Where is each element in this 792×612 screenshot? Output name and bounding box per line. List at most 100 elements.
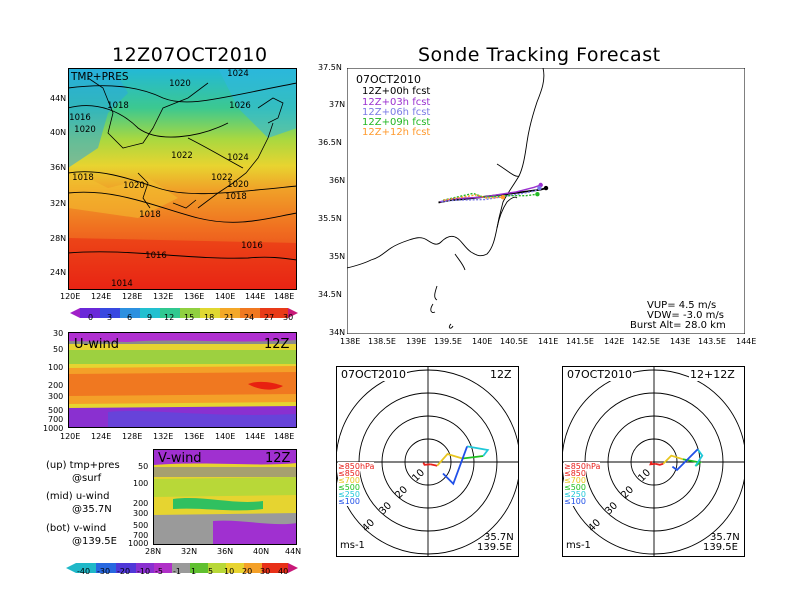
hodo-level-legend: ≤500: [564, 483, 586, 492]
isobar-label: 1016: [145, 251, 167, 261]
colorbar-tick: -5: [155, 567, 163, 576]
lon-tick: 142E: [604, 337, 625, 346]
colorbar-tick: -40: [77, 567, 91, 576]
isobar-label: 1016: [69, 113, 91, 123]
lat-tick: 28N: [50, 234, 67, 243]
track-end-point: [537, 185, 542, 191]
colorbar-tick: -10: [137, 567, 151, 576]
track-line-3: [443, 192, 538, 201]
p-tick: 300: [48, 392, 64, 401]
track-end-point: [535, 192, 540, 197]
hodo-level-legend: ≥850hPa: [564, 462, 601, 471]
vdw-readout: VDW= -3.0 m/s: [647, 310, 724, 321]
hodo-level-legend: ≤700: [338, 476, 360, 485]
lon-tick: 140E: [472, 337, 493, 346]
isobar-label: 1022: [211, 173, 233, 183]
colorbar-tick: -1: [173, 567, 181, 576]
isobar-label: 1024: [227, 69, 249, 79]
lat-tick: 34.5N: [318, 290, 342, 299]
hodo-level-legend: ≤100: [338, 497, 360, 506]
fcst-legend-09h: 12Z+09h fcst: [362, 117, 431, 128]
hodo-segment: [466, 445, 490, 457]
p-tick: 1000: [128, 539, 149, 548]
legend-note-mid-level: @35.7N: [72, 504, 112, 515]
hodo-level-legend: ≤500: [338, 483, 360, 492]
isobar-label: 1026: [229, 101, 251, 111]
legend-note-up: (up) tmp+pres: [46, 460, 120, 471]
temperature-colorbar: [70, 303, 298, 318]
vup-readout: VUP= 4.5 m/s: [647, 300, 717, 311]
lat-tick: 37.5N: [318, 63, 342, 72]
isobar-label: 1018: [139, 210, 161, 220]
fcst-legend-00h: 12Z+00h fcst: [362, 86, 431, 97]
hodo-lat: 35.7N: [710, 532, 740, 543]
colorbar-tick: 9: [147, 313, 153, 322]
hodo-date: 07OCT2010: [566, 368, 634, 381]
isobar-label: 1018: [107, 101, 129, 111]
colorbar-tick: 30: [283, 313, 294, 322]
colorbar-tick: 27: [264, 313, 275, 322]
lon-tick: 139.5E: [434, 337, 462, 346]
lat-tick: 32N: [50, 199, 67, 208]
lon-tick: 128E: [122, 432, 143, 441]
hodograph-now: 10 20 30 40 07OCT2010 12Z ≥850hPa ≤850 ≤…: [335, 366, 521, 557]
lon-tick: 144E: [736, 337, 757, 346]
colorbar-tick: 21: [224, 313, 235, 322]
lon-tick: 140E: [215, 292, 236, 301]
hodo-segment: [655, 462, 664, 466]
lon-tick: 140E: [215, 432, 236, 441]
p-tick: 500: [133, 521, 149, 530]
hodo-lon: 139.5E: [477, 542, 512, 553]
lat-tick: 40N: [253, 547, 270, 556]
legend-note-up-level: @surf: [72, 473, 102, 484]
legend-note-bot-level: @139.5E: [72, 536, 117, 547]
lat-tick: 35N: [329, 252, 346, 261]
lon-tick: 138E: [340, 337, 361, 346]
hodo-segment: [662, 454, 684, 465]
lon-tick: 148E: [274, 292, 295, 301]
hodo-unit: ms-1: [566, 540, 591, 551]
vwind-time: 12Z: [265, 451, 291, 466]
hodo-level-legend: ≤100: [564, 497, 586, 506]
hodo-time: 12Z: [489, 368, 513, 381]
hodo-segment: [462, 455, 484, 460]
lon-tick: 142.5E: [632, 337, 660, 346]
p-tick: 50: [53, 345, 64, 354]
lat-tick: 44N: [50, 94, 67, 103]
hodo-segment: [430, 463, 438, 467]
lat-tick: 28N: [145, 547, 162, 556]
hodo-time: 12+12Z: [689, 368, 736, 381]
hodo-level-legend: ≤850: [338, 469, 360, 478]
surface-map-svg: 1024 1020 1018 1016 1020 1026 1022 1024 …: [67, 68, 298, 290]
vwind-label: V-wind: [158, 451, 202, 466]
hodo-level-legend: ≤850: [564, 469, 586, 478]
uwind-time: 12Z: [264, 337, 290, 352]
isobar-label: 1020: [227, 180, 249, 190]
colorbar-tick: 18: [204, 313, 215, 322]
hodo-date: 07OCT2010: [340, 368, 408, 381]
isobar-label: 1022: [171, 151, 193, 161]
lon-tick: 128E: [122, 292, 143, 301]
hodo-segment: [436, 452, 463, 467]
colorbar-tick: -20: [117, 567, 131, 576]
isobar-label: 1020: [169, 79, 191, 89]
isobar-label: 1018: [72, 173, 94, 183]
fcst-legend-03h: 12Z+03h fcst: [362, 97, 431, 108]
track-line-1: [439, 184, 541, 203]
hodo-segment: [422, 462, 431, 466]
lat-tick: 37N: [329, 100, 346, 109]
hodo-segment: [649, 460, 656, 466]
uwind-label: U-wind: [74, 337, 119, 352]
map-field-label: TMP+PRES: [70, 71, 129, 83]
p-tick: 100: [48, 363, 64, 372]
lon-tick: 140.5E: [500, 337, 528, 346]
lon-tick: 143.5E: [698, 337, 726, 346]
hodo-unit: ms-1: [340, 540, 365, 551]
colorbar-tick: 6: [127, 313, 133, 322]
lat-tick: 32N: [181, 547, 198, 556]
lon-tick: 143E: [670, 337, 691, 346]
p-tick: 100: [133, 479, 149, 488]
lon-tick: 136E: [184, 292, 205, 301]
colorbar-tick: 5: [208, 567, 214, 576]
colorbar-tick: 1: [191, 567, 197, 576]
